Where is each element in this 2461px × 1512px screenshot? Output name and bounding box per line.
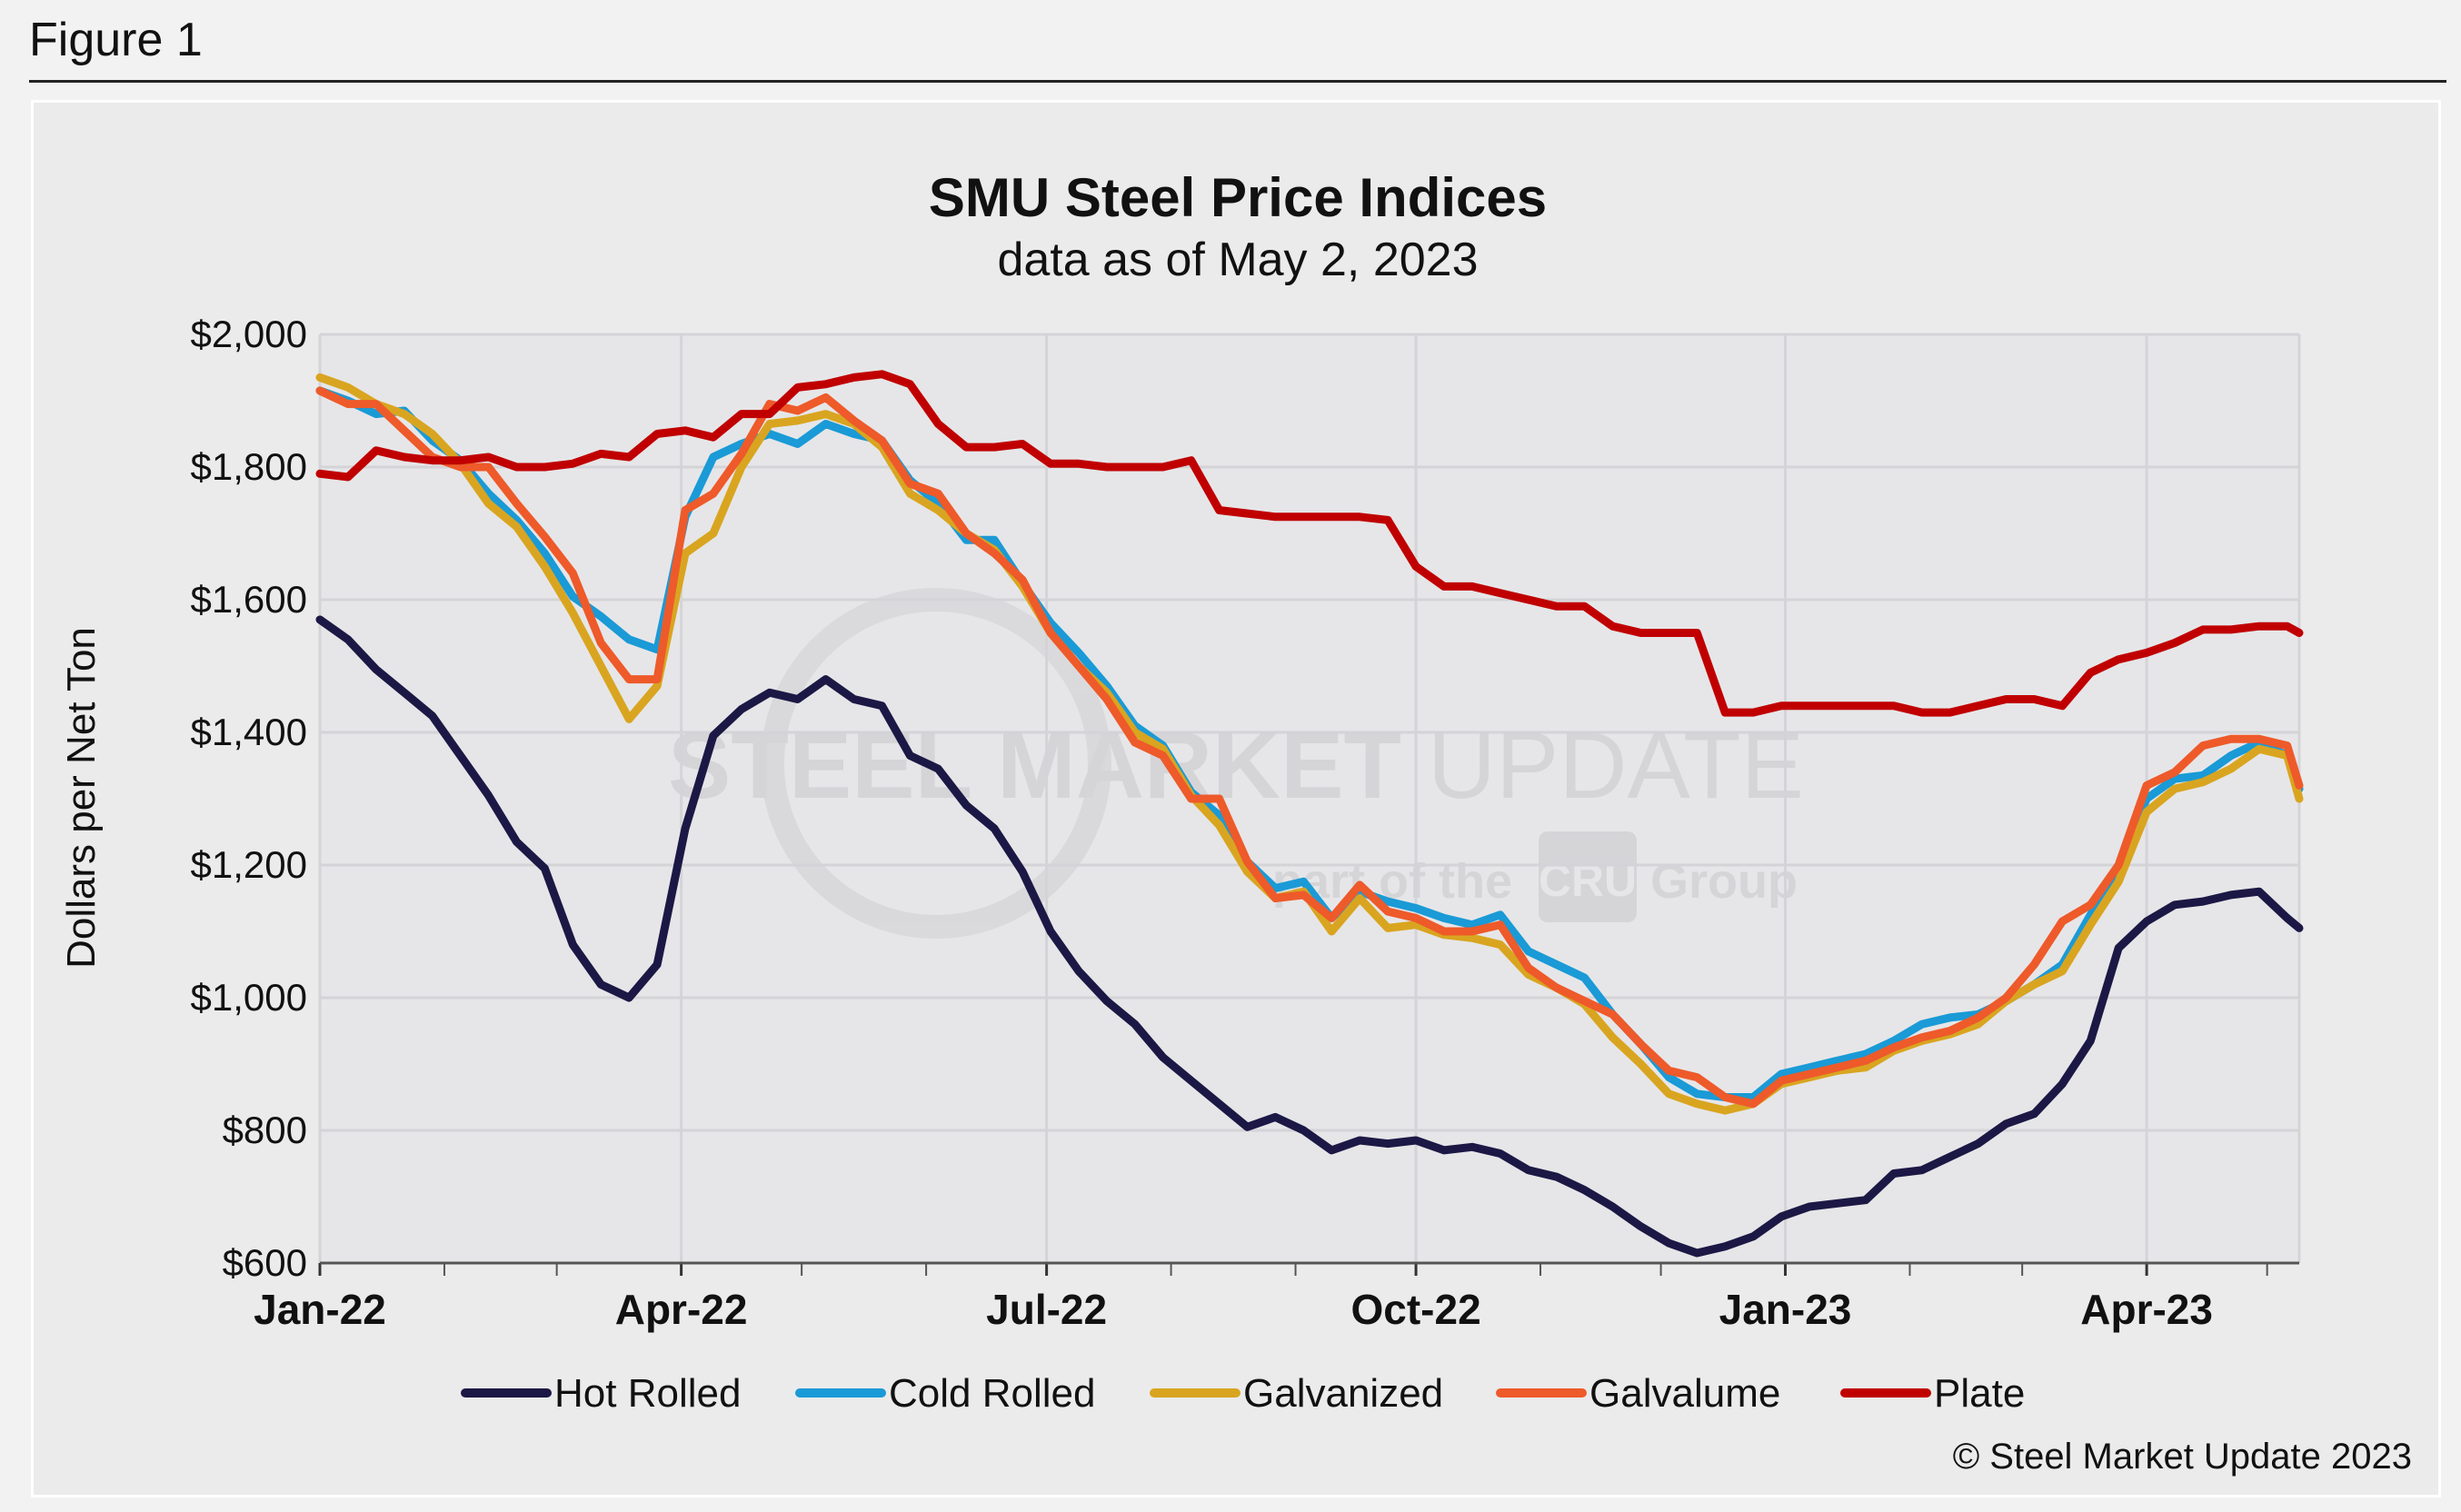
watermark-logo-text: CRU [1539,855,1637,906]
watermark-main-bold: STEEL MARKET [668,713,1401,819]
legend-label-plate: Plate [1934,1371,2025,1416]
legend-label-galvalume: Galvalume [1589,1371,1780,1416]
x-tick-label: Jan-22 [254,1286,386,1333]
x-tick-label: Jan-23 [1719,1286,1852,1333]
legend-label-galvanized: Galvanized [1243,1371,1443,1416]
y-tick-label: $1,600 [191,578,307,621]
series-lines [315,370,2304,1258]
series-line-plate [315,370,2304,717]
chart-title: SMU Steel Price Indices [929,167,1547,228]
watermark-main: STEEL MARKET UPDATE [668,713,1804,819]
plot-area [320,334,2299,1263]
figure-label: Figure 1 [29,14,203,66]
axes: $600 $800 $1,000 $1,200 $1,400 $1,600 $1,800 $2… [191,313,2299,1333]
y-tick-label: $2,000 [191,313,307,355]
series-line-hot-rolled [315,615,2304,1258]
y-tick-label: $800 [223,1109,307,1151]
y-axis-title: Dollars per Net Ton [59,627,104,969]
chart-subtitle: data as of May 2, 2023 [997,234,1478,286]
y-tick-label: $1,800 [191,445,307,488]
watermark-main-light: UPDATE [1401,713,1804,819]
y-tick-label: $1,200 [191,843,307,886]
legend-label-hot-rolled: Hot Rolled [554,1371,741,1416]
series-line-galvalume [315,386,2304,1109]
y-tick-label: $600 [223,1241,307,1284]
watermark: STEEL MARKET UPDATE part of the CRU Grou… [668,588,1804,939]
watermark-logo-box [1539,831,1637,922]
x-tick-label: Jul-22 [986,1286,1107,1333]
figure-divider [29,80,2446,83]
x-tick-label: Apr-23 [2080,1286,2213,1333]
legend-label-cold-rolled: Cold Rolled [889,1371,1095,1416]
x-tick-label: Apr-22 [615,1286,748,1333]
watermark-sub-post: Group [1650,854,1798,909]
copyright-note: © Steel Market Update 2023 [1953,1437,2412,1477]
y-tick-label: $1,400 [191,711,307,753]
x-tick-label: Oct-22 [1350,1286,1480,1333]
legend: Hot Rolled Cold Rolled Galvanized Galvalume… [461,1371,2025,1416]
y-tick-label: $1,000 [191,976,307,1019]
